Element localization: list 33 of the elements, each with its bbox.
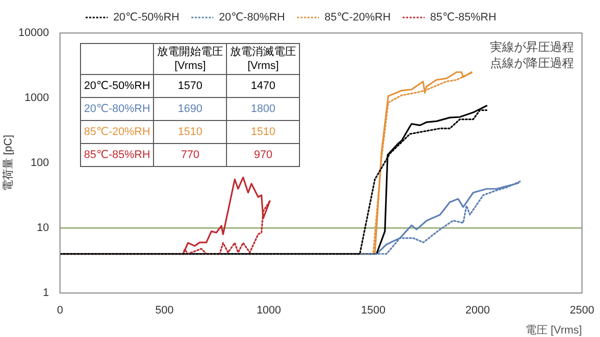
annotation: 放電開始電圧 [Vrms] xyxy=(154,44,227,74)
x-tick-label: 500 xyxy=(155,304,174,317)
legend-label: 85℃-20%RH xyxy=(324,12,391,24)
x-tick-label: 0 xyxy=(56,304,64,317)
legend-label: 20℃-80%RH xyxy=(218,12,286,24)
x-tick-label: 1000 xyxy=(256,304,282,317)
y-tick-label: 10 xyxy=(36,222,49,234)
annotation: 1570 xyxy=(154,74,227,98)
annotation: 970 xyxy=(226,144,300,166)
annotation: 20℃-80%RH xyxy=(80,98,154,120)
annotation: 20℃-50%RH xyxy=(80,74,154,98)
annotation: 1510 xyxy=(226,120,300,144)
y-tick-label: 1 xyxy=(42,287,49,300)
y-tick-label: 10000 xyxy=(18,27,49,40)
y-axis-title: 電荷量 [pC] xyxy=(2,134,15,192)
annotation: 1800 xyxy=(226,98,300,120)
legend-label: 85℃-85%RH xyxy=(430,12,496,24)
annotation: 85℃-20%RH xyxy=(80,120,154,144)
annotation: 85℃-85%RH xyxy=(80,144,154,166)
legend-label: 20℃-50%RH xyxy=(113,12,180,24)
x-axis-title: 電圧 [Vrms] xyxy=(526,324,582,336)
annotation: 1470 xyxy=(226,74,300,98)
x-tick-label: 1500 xyxy=(360,304,386,317)
x-tick-label: 2000 xyxy=(465,304,490,317)
y-tick-label: 1000 xyxy=(24,92,49,104)
annotation: 実線が昇圧過程 xyxy=(490,39,574,55)
annotation: 1510 xyxy=(154,120,227,144)
x-tick-label: 2500 xyxy=(570,304,594,317)
annotation: 放電消滅電圧 [Vrms] xyxy=(226,44,300,74)
annotation: 点線が降圧過程 xyxy=(490,55,574,71)
annotation: 1690 xyxy=(154,98,227,120)
y-tick-label: 100 xyxy=(30,157,49,170)
annotation: 770 xyxy=(154,144,227,166)
